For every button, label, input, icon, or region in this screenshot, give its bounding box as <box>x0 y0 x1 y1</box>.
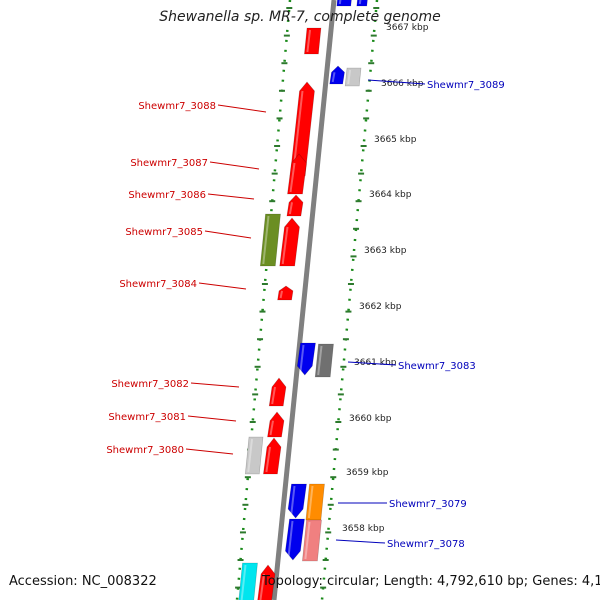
gene-highlight <box>279 290 283 299</box>
gene-arrow <box>238 562 258 600</box>
leader-line-left <box>207 193 255 200</box>
gene-arrow <box>244 436 264 475</box>
gene-highlight <box>331 72 336 83</box>
kbp-label: 3659 kbp <box>346 468 389 478</box>
gene-arrow <box>259 213 281 267</box>
gene-arrow <box>287 483 307 519</box>
kbp-label: 3666 kbp <box>381 79 424 89</box>
leader-line-left <box>190 382 240 388</box>
gene-arrow <box>287 153 307 195</box>
gene-features <box>238 0 368 600</box>
leader-line-left <box>217 104 267 113</box>
gene-label-right: Shewmr7_3089 <box>427 80 505 91</box>
gene-arrow <box>302 519 322 562</box>
gene-arrow <box>268 377 287 407</box>
leader-line-left <box>187 415 237 422</box>
kbp-label: 3660 kbp <box>349 414 392 424</box>
gene-label-right: Shewmr7_3079 <box>389 499 467 510</box>
gene-label-right: Shewmr7_3078 <box>387 539 465 550</box>
gene-highlight <box>306 29 311 53</box>
gene-highlight <box>262 215 270 265</box>
gene-arrow <box>277 285 294 301</box>
gene-highlight <box>281 226 289 265</box>
backbone-line <box>271 0 337 600</box>
gene-arrow <box>286 194 304 217</box>
gene-highlight <box>289 162 296 193</box>
gene-labels: Shewmr7_3088 Shewmr7_3087 Shewmr7_3086 Shew… <box>106 79 505 550</box>
gene-highlight <box>299 344 305 374</box>
kbp-label: 3667 kbp <box>386 23 429 33</box>
dotted-rings <box>235 0 379 600</box>
leader-line-right <box>367 79 426 85</box>
gene-label-left: Shewmr7_3085 <box>125 227 203 238</box>
gene-arrow <box>267 411 285 438</box>
gene-highlight <box>358 0 362 5</box>
accession-text: Accession: NC_008322 <box>9 574 157 589</box>
gene-highlight <box>287 520 294 559</box>
gene-highlight <box>265 446 271 473</box>
gene-highlight <box>338 0 342 5</box>
gene-arrow <box>329 65 345 85</box>
kbp-label: 3663 kbp <box>364 246 407 256</box>
leader-line-left <box>204 230 252 239</box>
leader-line-left <box>185 448 234 455</box>
kbp-label: 3661 kbp <box>354 358 397 368</box>
kbp-label: 3662 kbp <box>359 302 402 312</box>
gene-highlight <box>271 386 276 405</box>
gene-label-left: Shewmr7_3087 <box>130 158 208 169</box>
gene-highlight <box>288 202 293 215</box>
gene-highlight <box>347 69 351 85</box>
gene-highlight <box>259 573 265 600</box>
gene-highlight <box>317 345 323 376</box>
gene-arrow <box>314 343 334 378</box>
inner-dotted-ring <box>235 0 292 600</box>
gene-label-left: Shewmr7_3084 <box>119 279 197 290</box>
gene-label-left: Shewmr7_3080 <box>106 445 184 456</box>
gene-label-left: Shewmr7_3081 <box>108 412 186 423</box>
scale-ticks <box>235 7 380 589</box>
gene-label-left: Shewmr7_3082 <box>111 379 189 390</box>
gene-highlight <box>290 485 296 517</box>
gene-highlight <box>247 438 253 473</box>
gene-arrow <box>344 67 362 87</box>
gene-highlight <box>304 521 311 560</box>
map-title: Shewanella sp. MR-7, complete genome <box>159 9 441 25</box>
gene-highlight <box>240 564 247 600</box>
gene-highlight <box>269 420 274 436</box>
kbp-label: 3665 kbp <box>374 135 417 145</box>
gene-arrow <box>356 0 368 7</box>
leader-line-right <box>335 539 386 544</box>
gene-label-left: Shewmr7_3088 <box>138 101 216 112</box>
topology-text: Topology: circular; Length: 4,792,610 bp… <box>262 574 600 589</box>
genome-backbone <box>271 0 337 600</box>
outer-dotted-ring <box>320 0 379 600</box>
gene-label-left: Shewmr7_3086 <box>128 190 206 201</box>
leader-line-right <box>347 361 397 366</box>
gene-arrow <box>279 217 300 267</box>
kbp-labels: 3667 kbp 3666 kbp 3665 kbp 3664 kbp 3663 kbp… <box>342 23 429 534</box>
gene-arrow <box>285 518 305 561</box>
kbp-label: 3658 kbp <box>342 524 385 534</box>
gene-arrow <box>336 0 352 7</box>
gene-label-right: Shewmr7_3083 <box>398 361 476 372</box>
gene-arrow <box>257 564 276 600</box>
gene-arrow <box>304 27 322 55</box>
gene-arrow <box>296 342 316 376</box>
leader-line-left <box>209 161 260 170</box>
gene-arrow <box>263 437 282 475</box>
kbp-label: 3664 kbp <box>369 190 412 200</box>
leader-line-left <box>198 282 247 290</box>
gene-highlight <box>307 485 314 519</box>
